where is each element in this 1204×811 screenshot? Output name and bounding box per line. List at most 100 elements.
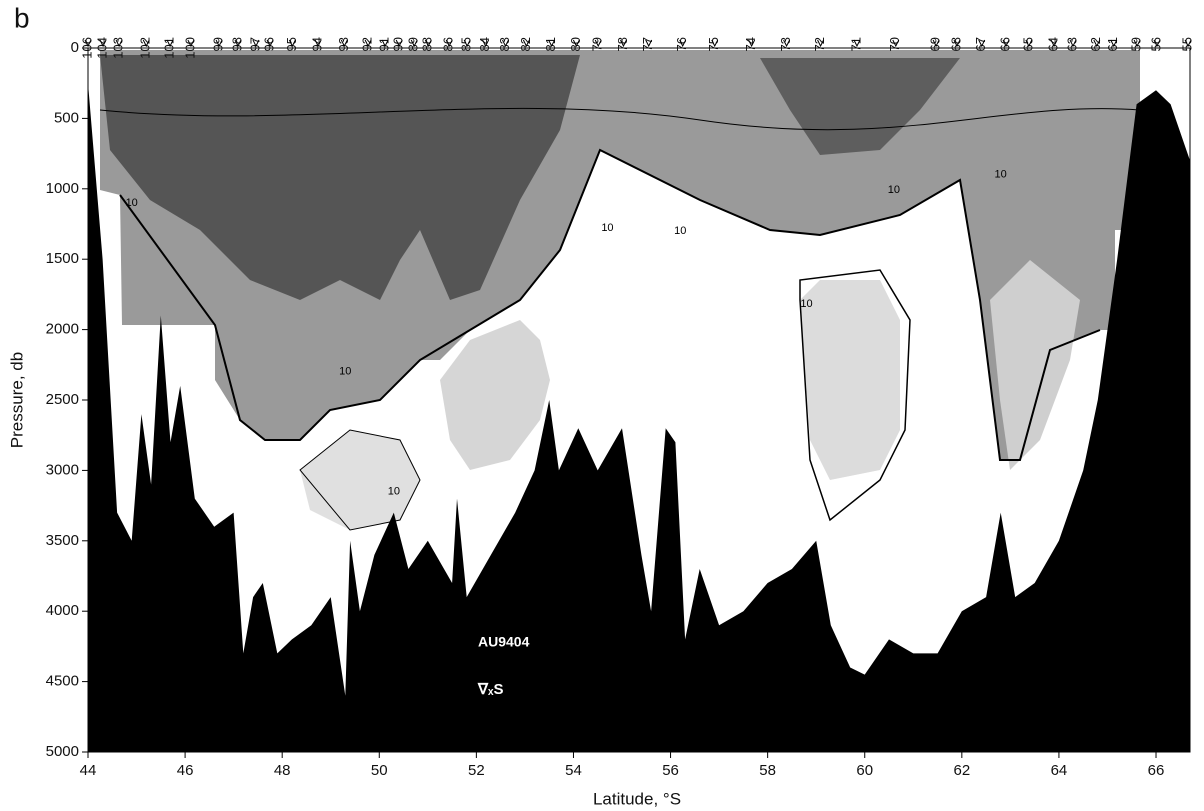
contour-line xyxy=(119,148,1101,461)
y-tick-label: 2500 xyxy=(46,391,79,408)
station-marker xyxy=(234,39,242,48)
station-marker xyxy=(817,39,825,48)
y-axis-label: Pressure, db xyxy=(7,352,26,448)
station-marker xyxy=(748,39,756,48)
station-marker xyxy=(266,39,274,48)
y-tick-label: 4500 xyxy=(46,673,79,690)
x-tick-label: 62 xyxy=(953,762,970,779)
contour-label: 10 xyxy=(995,169,1007,181)
station-marker xyxy=(522,39,530,48)
y-tick-label: 4000 xyxy=(46,602,79,619)
light-patch xyxy=(440,320,550,470)
station-label: 106 xyxy=(79,37,94,59)
contour-label: 10 xyxy=(388,485,400,497)
panel-label: b xyxy=(14,2,30,33)
x-tick-label: 58 xyxy=(759,762,776,779)
contour-line xyxy=(99,107,1141,131)
y-tick-label: 3500 xyxy=(46,532,79,549)
station-marker xyxy=(572,39,580,48)
station-marker xyxy=(892,39,900,48)
y-tick-label: 1000 xyxy=(46,180,79,197)
station-label: 104 xyxy=(94,37,109,59)
contour-line xyxy=(799,269,911,522)
light-patch xyxy=(800,280,900,480)
station-marker xyxy=(288,39,296,48)
x-tick-label: 44 xyxy=(80,762,97,779)
station-label: 102 xyxy=(138,37,153,59)
station-marker xyxy=(1069,39,1077,48)
station-marker xyxy=(932,39,940,48)
contour-label: 10 xyxy=(674,225,686,237)
contour-label: 10 xyxy=(339,366,351,378)
station-marker xyxy=(410,39,418,48)
contour-label: 10 xyxy=(800,298,812,310)
station-marker xyxy=(502,39,509,48)
station-marker xyxy=(364,39,372,48)
station-marker xyxy=(953,39,961,48)
station-marker xyxy=(548,39,556,48)
x-tick-label: 64 xyxy=(1051,762,1068,779)
y-tick-label: 3000 xyxy=(46,461,79,478)
station-marker xyxy=(1184,39,1192,48)
station-marker xyxy=(252,39,260,48)
station-marker xyxy=(1093,39,1101,48)
station-marker xyxy=(1153,39,1161,48)
x-tick-label: 60 xyxy=(856,762,873,779)
annotation: AU9404 xyxy=(478,634,530,650)
contour-label: 10 xyxy=(126,197,138,209)
station-marker xyxy=(215,39,223,48)
contour-line xyxy=(299,429,421,531)
x-tick-label: 52 xyxy=(468,762,485,779)
station-marker xyxy=(463,39,471,48)
station-marker xyxy=(482,39,490,48)
station-marker xyxy=(1133,39,1141,48)
station-marker xyxy=(166,39,174,48)
station-marker xyxy=(853,39,861,48)
station-marker xyxy=(1050,39,1058,48)
bathymetry-layer xyxy=(88,83,1190,752)
y-tick-label: 5000 xyxy=(46,743,79,760)
station-marker xyxy=(1025,39,1033,48)
station-marker xyxy=(99,39,107,48)
x-tick-label: 54 xyxy=(565,762,582,779)
station-marker xyxy=(645,39,653,48)
station-marker xyxy=(395,39,403,48)
x-axis-label: Latitude, °S xyxy=(593,789,681,808)
station-marker xyxy=(679,39,687,48)
station-marker xyxy=(142,39,150,48)
station-marker xyxy=(594,39,602,48)
annotation: ∇ₓS xyxy=(477,681,504,698)
y-tick-label: 2000 xyxy=(46,321,79,338)
x-tick-label: 66 xyxy=(1148,762,1165,779)
light-patch xyxy=(990,260,1080,470)
x-tick-label: 56 xyxy=(662,762,679,779)
contour-label: 10 xyxy=(888,184,900,196)
dark-shading xyxy=(760,58,960,155)
x-tick-label: 48 xyxy=(274,762,291,779)
station-marker xyxy=(314,39,322,48)
station-marker xyxy=(187,39,195,48)
station-marker xyxy=(445,39,453,48)
station-label: 103 xyxy=(111,37,126,59)
station-marker xyxy=(783,39,791,48)
station-marker xyxy=(424,39,432,48)
station-marker xyxy=(381,39,389,48)
station-marker xyxy=(620,39,627,48)
station-marker xyxy=(978,39,986,48)
contour-label: 10 xyxy=(601,222,613,234)
y-tick-label: 1500 xyxy=(46,250,79,267)
y-tick-label: 0 xyxy=(71,39,79,56)
light-patch xyxy=(300,430,420,530)
shading xyxy=(99,50,1141,531)
station-label: 100 xyxy=(182,37,197,59)
x-tick-label: 46 xyxy=(177,762,194,779)
station-marker xyxy=(1002,39,1010,48)
station-marker xyxy=(84,39,92,48)
station-marker xyxy=(340,39,348,48)
bathymetry-area xyxy=(88,83,1190,752)
station-marker xyxy=(115,39,123,48)
x-tick-label: 50 xyxy=(371,762,388,779)
station-marker xyxy=(1110,39,1118,48)
